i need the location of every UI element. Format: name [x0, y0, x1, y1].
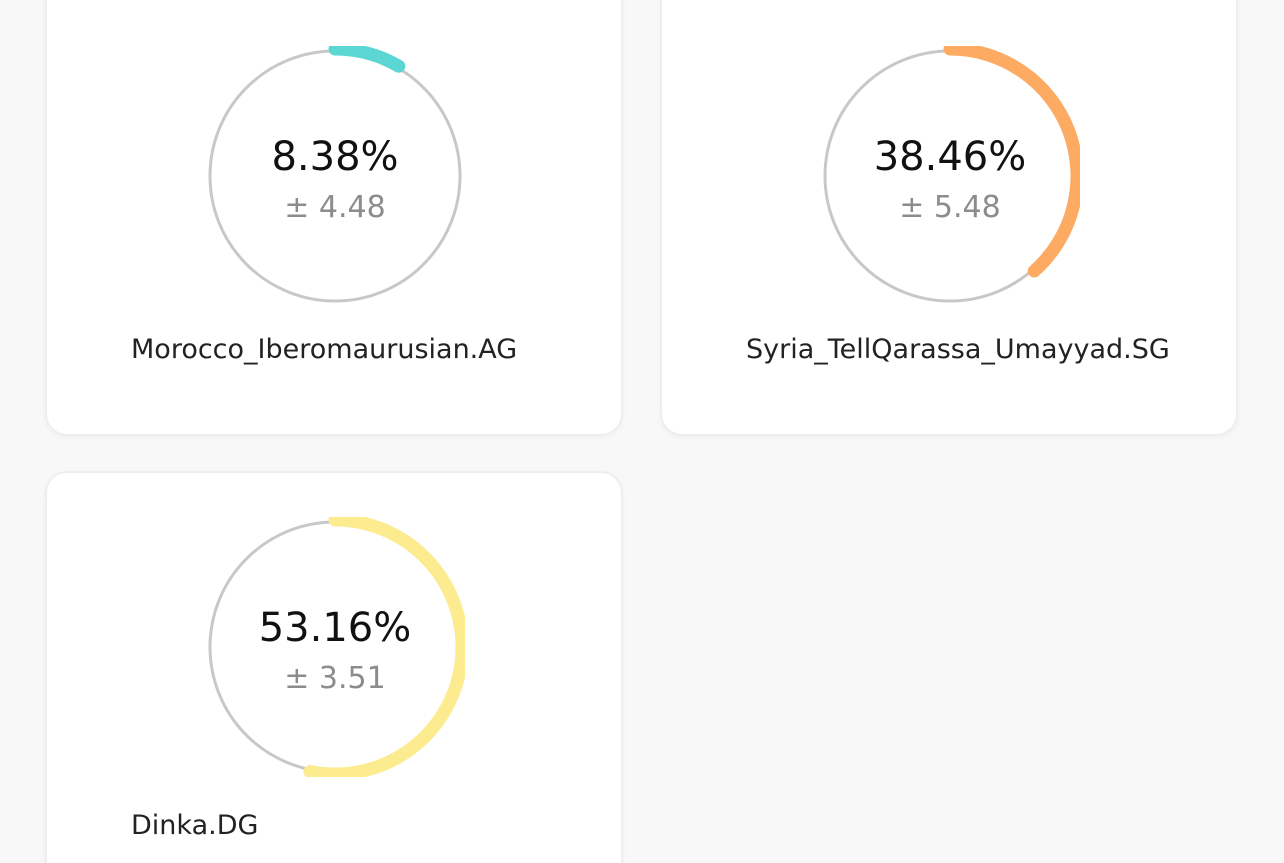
population-label: Morocco_Iberomaurusian.AG: [131, 334, 518, 365]
progress-ring-svg: [823, 46, 1080, 303]
progress-ring-svg: [208, 517, 465, 777]
percent-value: 8.38%: [271, 134, 399, 180]
percent-value: 38.46%: [873, 134, 1027, 180]
ring-arc: [943, 46, 1080, 278]
progress-ring: 8.38% ± 4.48: [205, 46, 465, 306]
ancestry-card: 8.38% ± 4.48 Morocco_Iberomaurusian.AG: [45, 0, 623, 436]
error-margin: ± 3.51: [284, 661, 386, 696]
ring-arc: [303, 517, 465, 777]
progress-ring-svg: [208, 46, 462, 303]
ancestry-card: 38.46% ± 5.48 Syria_TellQarassa_Umayyad.…: [660, 0, 1238, 436]
progress-ring: 53.16% ± 3.51: [205, 517, 465, 777]
percent-value: 53.16%: [258, 605, 412, 651]
error-margin: ± 5.48: [899, 190, 1001, 225]
ring-arc: [328, 46, 406, 73]
ancestry-card: 53.16% ± 3.51 Dinka.DG: [45, 471, 623, 863]
ring-center: 53.16% ± 3.51: [205, 517, 465, 777]
population-label: Syria_TellQarassa_Umayyad.SG: [746, 334, 1170, 365]
ring-center: 8.38% ± 4.48: [205, 46, 465, 306]
population-label: Dinka.DG: [131, 810, 259, 841]
error-margin: ± 4.48: [284, 190, 386, 225]
progress-ring: 38.46% ± 5.48: [820, 46, 1080, 306]
ring-center: 38.46% ± 5.48: [820, 46, 1080, 306]
